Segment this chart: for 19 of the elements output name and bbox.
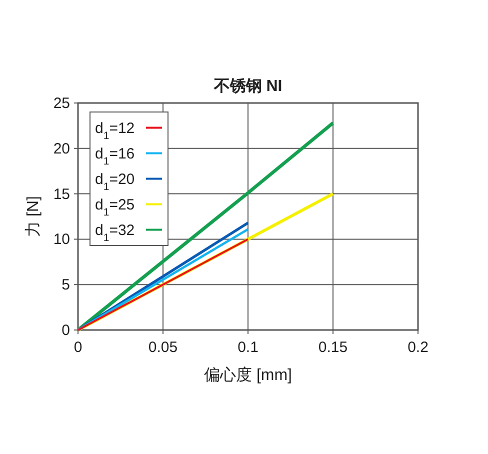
chart-title: 不锈钢 NI [212,77,282,95]
legend-label: d$_{1}$=16 [95,145,135,168]
y-tick-label: 20 [53,140,70,158]
legend-label: d$_{1}$=20 [95,170,135,193]
y-tick-label: 10 [53,231,70,248]
legend-label: d$_{1}$=25 [95,196,135,218]
x-tick-label: 0.2 [408,339,428,356]
y-axis-title: 力 [N] [24,196,42,237]
x-tick-label: 0 [74,339,82,356]
y-tick-label: 0 [62,322,70,339]
x-tick-label: 0.1 [238,339,258,356]
x-tick-label: 0.05 [148,339,178,356]
legend-label: d$_{1}$=32 [95,222,135,244]
y-tick-label: 5 [62,276,70,294]
x-axis-title: 偏心度 [mm] [204,366,292,384]
legend-label: d$_{1}$=12 [95,120,135,142]
y-tick-label: 15 [53,186,70,203]
y-tick-label: 25 [53,95,70,112]
x-tick-label: 0.15 [318,339,348,356]
